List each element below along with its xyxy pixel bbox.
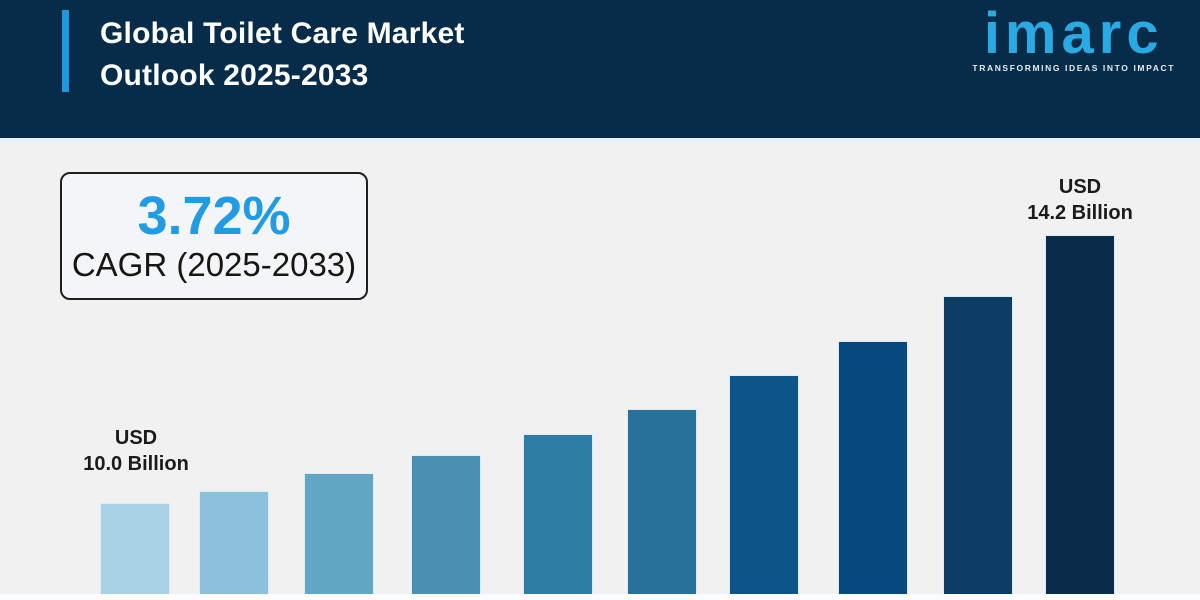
bar-2026: [305, 474, 373, 594]
header-band: Global Toilet Care Market Outlook 2025-2…: [0, 0, 1200, 138]
chart-baseline-strip: [0, 594, 1200, 600]
cagr-value: 3.72%: [137, 186, 291, 246]
page-title: Global Toilet Care Market Outlook 2025-2…: [100, 13, 465, 97]
page-title-line-1: Global Toilet Care Market: [100, 17, 465, 50]
page-title-line-2: Outlook 2025-2033: [100, 59, 369, 92]
bar-2029: [628, 410, 696, 594]
bar-2027: [412, 456, 480, 594]
bar-2033: [1046, 236, 1114, 594]
cagr-label: CAGR (2025-2033): [71, 246, 357, 283]
start-value-label-line-2: 10.0 Billion: [83, 453, 189, 475]
imarc-logo-wordmark: imarc: [983, 1, 1164, 66]
bar-2025: [200, 492, 268, 594]
header-bottom-strip: [0, 138, 1200, 143]
start-value-label-line-1: USD: [114, 427, 158, 449]
end-value-label-line-2: 14.2 Billion: [1027, 202, 1133, 224]
bar-2024: [101, 504, 169, 594]
bar-2032: [944, 297, 1012, 594]
bar-2028: [524, 435, 592, 594]
bar-2030: [730, 376, 798, 594]
bar-2031: [839, 342, 907, 594]
title-accent-bar: [62, 10, 69, 92]
end-value-label-line-1: USD: [1058, 176, 1102, 198]
start-value-label: USD 10.0 Billion: [83, 425, 189, 477]
imarc-logo-tagline: TRANSFORMING IDEAS INTO IMPACT: [972, 63, 1175, 73]
end-value-label: USD 14.2 Billion: [1027, 174, 1133, 226]
imarc-logo: imarc TRANSFORMING IDEAS INTO IMPACT: [972, 1, 1175, 74]
bar-chart: USD 10.0 Billion USD 14.2 Billion: [0, 138, 1200, 600]
cagr-callout-box: 3.72% CAGR (2025-2033): [60, 172, 368, 300]
